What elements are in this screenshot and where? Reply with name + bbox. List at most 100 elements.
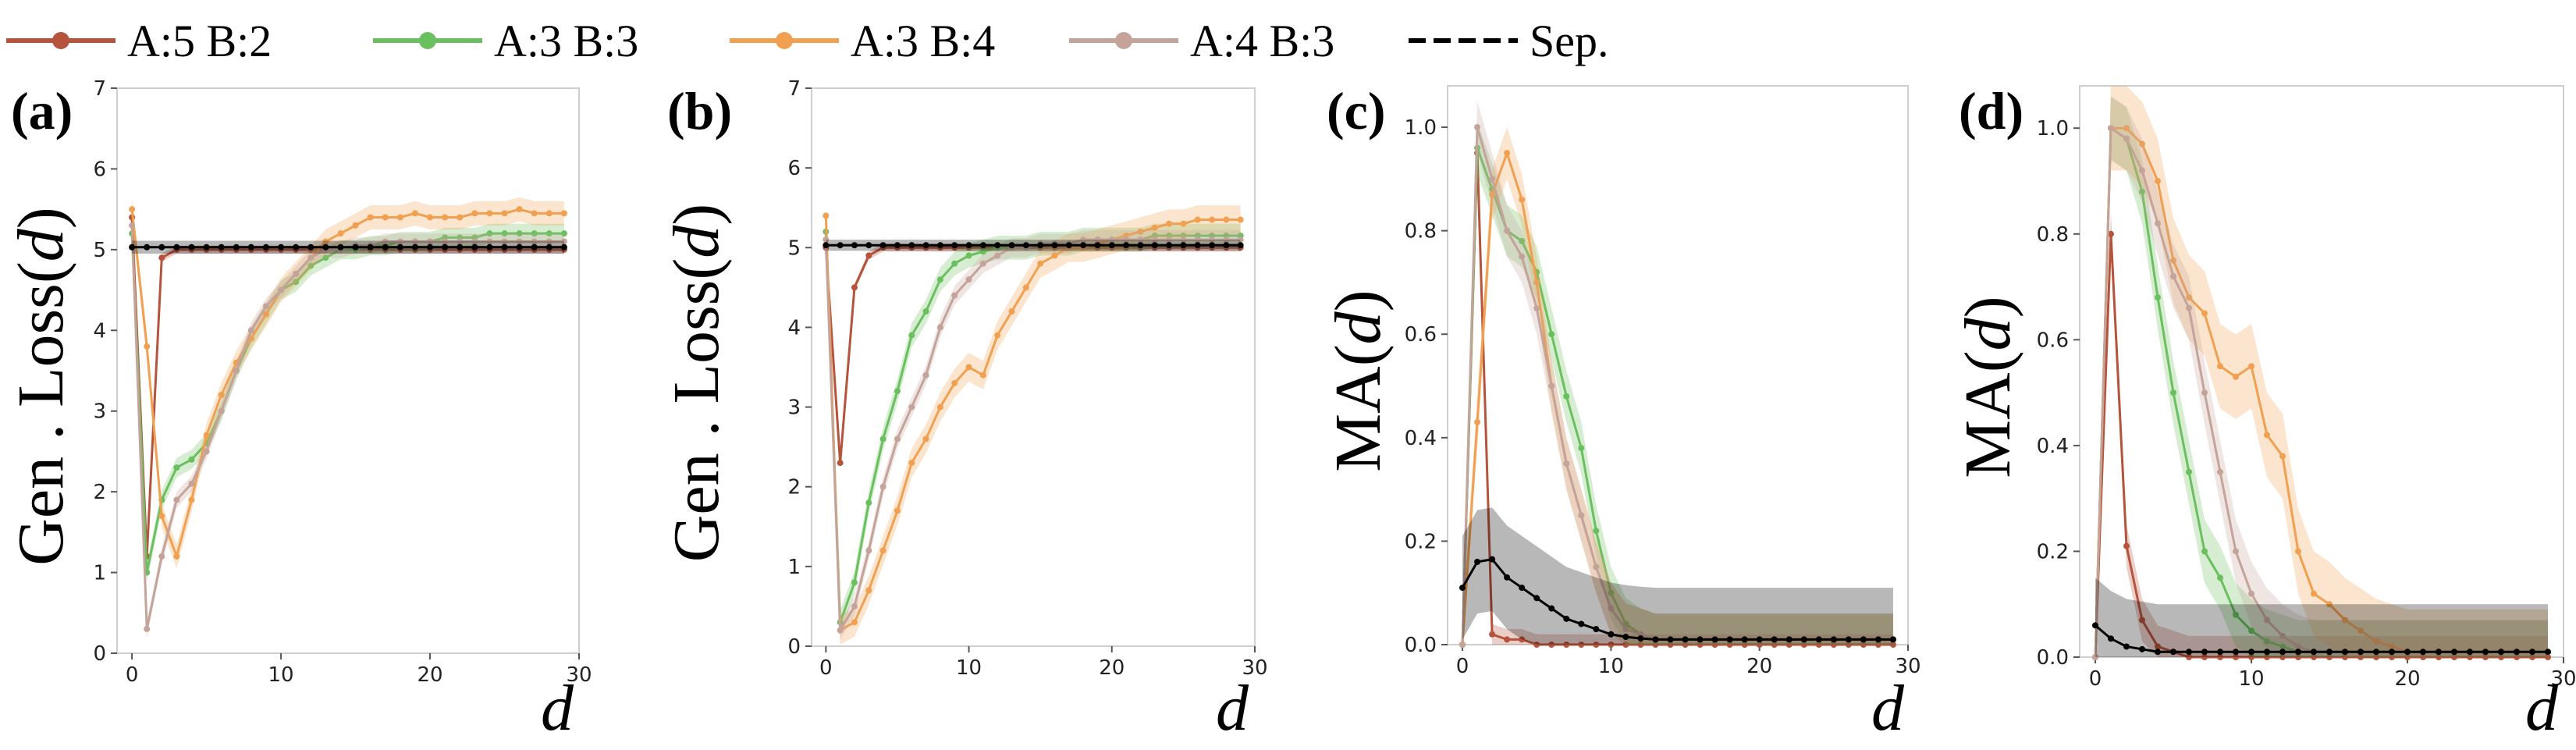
y-tick-label: 0.6: [1405, 323, 1437, 347]
series-band: [132, 217, 564, 638]
data-point: [2186, 654, 2192, 660]
data-point: [2342, 617, 2348, 624]
series: [1459, 507, 1896, 645]
data-point: [2529, 649, 2535, 656]
data-point: [936, 324, 943, 331]
y-axis-label-close: ): [5, 207, 77, 229]
data-point: [1578, 512, 1585, 519]
data-point: [531, 238, 538, 245]
data-point: [307, 243, 314, 251]
y-axis-label: MA(d): [1322, 290, 1395, 471]
data-point: [823, 242, 830, 249]
data-point: [2139, 167, 2145, 174]
data-point: [837, 242, 844, 249]
x-tick-label: 0: [126, 663, 139, 687]
data-point: [1194, 216, 1201, 223]
data-point: [2311, 654, 2317, 660]
data-point: [1180, 242, 1187, 249]
data-point: [2155, 178, 2161, 184]
panel-label: (c): [1327, 81, 1385, 140]
data-point: [1889, 642, 1896, 648]
y-tick-label: 0.8: [1405, 220, 1437, 243]
data-point: [1697, 642, 1704, 648]
data-point: [1741, 636, 1748, 643]
data-point: [1563, 393, 1570, 400]
data-point: [1137, 242, 1144, 249]
data-point: [951, 292, 958, 299]
data-point: [516, 230, 523, 237]
data-point: [2233, 654, 2239, 660]
data-point: [851, 284, 858, 291]
data-point: [352, 222, 359, 229]
data-point: [879, 483, 886, 490]
data-point: [1051, 242, 1058, 249]
y-tick-label: 3: [787, 396, 801, 420]
data-point: [1051, 252, 1058, 259]
x-tick-label: 0: [819, 656, 833, 680]
data-point: [2436, 649, 2442, 656]
data-point: [262, 311, 269, 318]
data-point: [2092, 654, 2098, 660]
data-point: [965, 242, 972, 249]
y-axis-label: Gen . Loss(d): [660, 204, 733, 563]
series-band: [1462, 507, 1893, 645]
data-point: [457, 214, 464, 221]
data-point: [218, 243, 225, 251]
y-axis-label-text: Gen . Loss(: [5, 261, 77, 566]
legend-label: A:3 B:4: [851, 16, 995, 66]
data-point: [1593, 563, 1600, 570]
data-point: [1474, 558, 1481, 565]
data-point: [545, 230, 553, 237]
data-point: [1845, 642, 1852, 648]
data-point: [427, 214, 434, 221]
series: [2092, 578, 2551, 657]
data-point: [1209, 216, 1216, 223]
data-point: [1548, 642, 1555, 648]
data-point: [879, 435, 886, 443]
data-point: [951, 242, 958, 249]
data-point: [2467, 649, 2473, 656]
data-point: [1209, 242, 1216, 249]
legend-item: A:5 B:2: [6, 16, 272, 66]
data-point: [951, 260, 958, 267]
series: [129, 217, 567, 638]
y-tick-label: 6: [787, 157, 801, 180]
data-point: [851, 619, 858, 626]
data-point: [158, 553, 165, 560]
data-point: [1533, 642, 1540, 648]
data-point: [2170, 257, 2176, 264]
data-point: [262, 303, 269, 310]
x-tick-label: 30: [1895, 655, 1920, 678]
data-point: [865, 499, 872, 507]
data-point: [894, 388, 901, 395]
data-point: [865, 587, 872, 594]
plot-frame: [811, 87, 1256, 647]
data-point: [1711, 642, 1718, 648]
data-point: [367, 214, 374, 221]
data-point: [965, 252, 972, 259]
data-point: [2264, 638, 2270, 645]
data-point: [1180, 236, 1187, 243]
data-point: [2514, 649, 2520, 656]
data-point: [2389, 649, 2395, 656]
data-point: [486, 238, 493, 245]
y-tick-label: 0.8: [2037, 223, 2069, 247]
data-point: [936, 242, 943, 249]
data-point: [158, 513, 165, 520]
data-point: [979, 248, 986, 255]
data-point: [2139, 140, 2145, 148]
data-point: [1108, 242, 1115, 249]
series-line: [130, 225, 564, 630]
data-point: [293, 279, 300, 286]
data-point: [2217, 468, 2223, 475]
data-point: [1578, 642, 1585, 648]
data-point: [411, 238, 418, 245]
data-point: [1237, 242, 1244, 249]
y-tick-label: 3: [93, 400, 106, 424]
data-point: [2451, 654, 2457, 660]
data-point: [908, 403, 915, 411]
data-point: [1166, 236, 1173, 243]
y-axis-label-var: d: [660, 225, 733, 258]
